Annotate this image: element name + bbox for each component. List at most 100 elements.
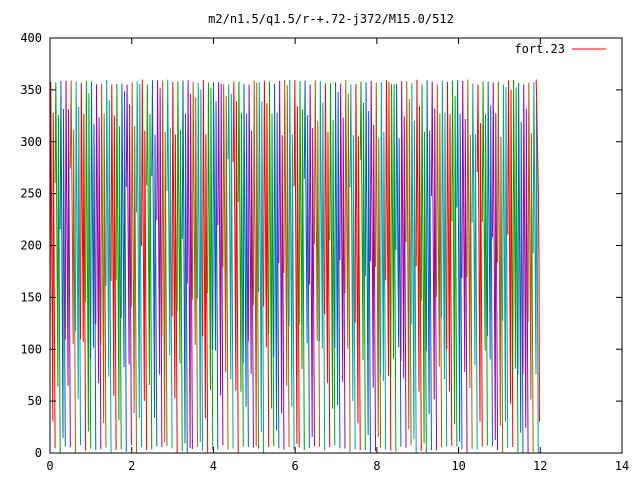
series-segment [324,83,331,448]
x-tick-label: 2 [128,459,135,473]
series-segment [135,81,143,448]
y-tick-label: 200 [20,239,42,253]
y-tick-label: 300 [20,135,42,149]
series-segment [130,82,137,453]
series-segment [441,80,448,447]
series-segment [502,84,509,448]
series-segment [344,79,351,452]
series-segment [420,84,427,453]
y-tick-label: 400 [20,31,42,45]
series-segment [115,83,122,450]
series-segment [64,80,71,448]
x-tick-label: 10 [451,459,465,473]
series-segment [466,79,473,449]
series-segment [105,79,112,453]
series-segment [90,81,97,451]
legend-label: fort.23 [514,42,565,56]
series-segment [232,81,239,453]
series-segment [110,84,117,451]
x-axis-ticks: 0 2 4 6 8 10 12 14 [46,38,629,473]
series-segment [268,81,275,447]
series-segment [390,84,397,452]
series-segment [146,84,153,450]
series-segment [59,80,66,447]
series-segment [54,82,61,453]
y-tick-label: 350 [20,83,42,97]
series-segment [415,79,422,451]
series-segment [319,81,326,451]
series-segment [491,82,499,451]
series-segment [334,82,341,449]
series-segment [196,82,204,451]
series-segment [242,84,249,448]
series-segment [278,80,285,450]
x-tick-label: 12 [533,459,547,473]
x-tick-label: 4 [210,459,217,473]
series-segment [369,81,376,451]
series-segment [375,82,382,448]
series-segment [161,80,168,447]
series-segment [410,83,417,453]
series-segment [293,80,300,447]
series-segment [74,81,82,446]
series-segment [349,84,356,450]
series-segment [120,83,127,452]
series-segment [329,83,336,446]
series-segment [486,81,493,447]
series-segment [207,82,214,450]
series-segment [507,80,514,448]
series-segment [85,80,92,449]
series-segment [364,82,371,453]
y-tick-label: 50 [28,394,42,408]
series-segment [247,84,254,448]
series-segment [176,81,183,452]
series-segment [227,84,234,449]
series-segment [156,80,163,448]
series-segment [313,80,321,447]
series-segment [222,84,229,450]
series-segment [405,81,412,446]
y-tick-label: 150 [20,290,42,304]
series-segment [95,84,102,450]
series-segment [151,80,158,447]
series-segment [171,82,178,453]
series-segment [481,81,488,446]
series-segment [517,82,524,453]
series-segment [191,81,198,447]
series-segment [298,80,305,451]
series-segment [186,80,193,450]
series-segment [354,84,361,451]
series-segment [263,80,270,447]
series-segment [283,79,290,447]
series-segment [400,81,407,448]
series-segment [49,82,56,449]
series-segment [80,82,87,451]
x-tick-label: 0 [46,459,53,473]
series-segment [425,80,432,451]
series-segment [217,82,224,446]
legend: fort.23 [514,42,606,56]
x-tick-label: 14 [615,459,629,473]
series-segment [385,79,392,451]
series-tail [535,79,540,422]
series-segment [141,79,148,451]
series-segment [471,83,478,450]
series-segment [308,84,315,447]
series-segment [430,81,438,451]
series-segment [69,80,76,453]
series-segment [532,82,539,453]
series-segment [359,81,366,451]
y-tick-label: 0 [35,446,42,460]
y-axis-ticks: 0 50 100 150 200 250 300 350 400 [20,31,622,460]
series-segment [395,83,402,447]
series-segment [273,84,280,449]
series-segment [252,80,260,449]
series-segment [456,80,463,450]
series-segment [522,84,529,453]
series-segment [461,80,468,454]
series-segment [339,83,346,449]
series-segment [436,84,443,448]
y-tick-label: 250 [20,187,42,201]
y-tick-label: 100 [20,342,42,356]
